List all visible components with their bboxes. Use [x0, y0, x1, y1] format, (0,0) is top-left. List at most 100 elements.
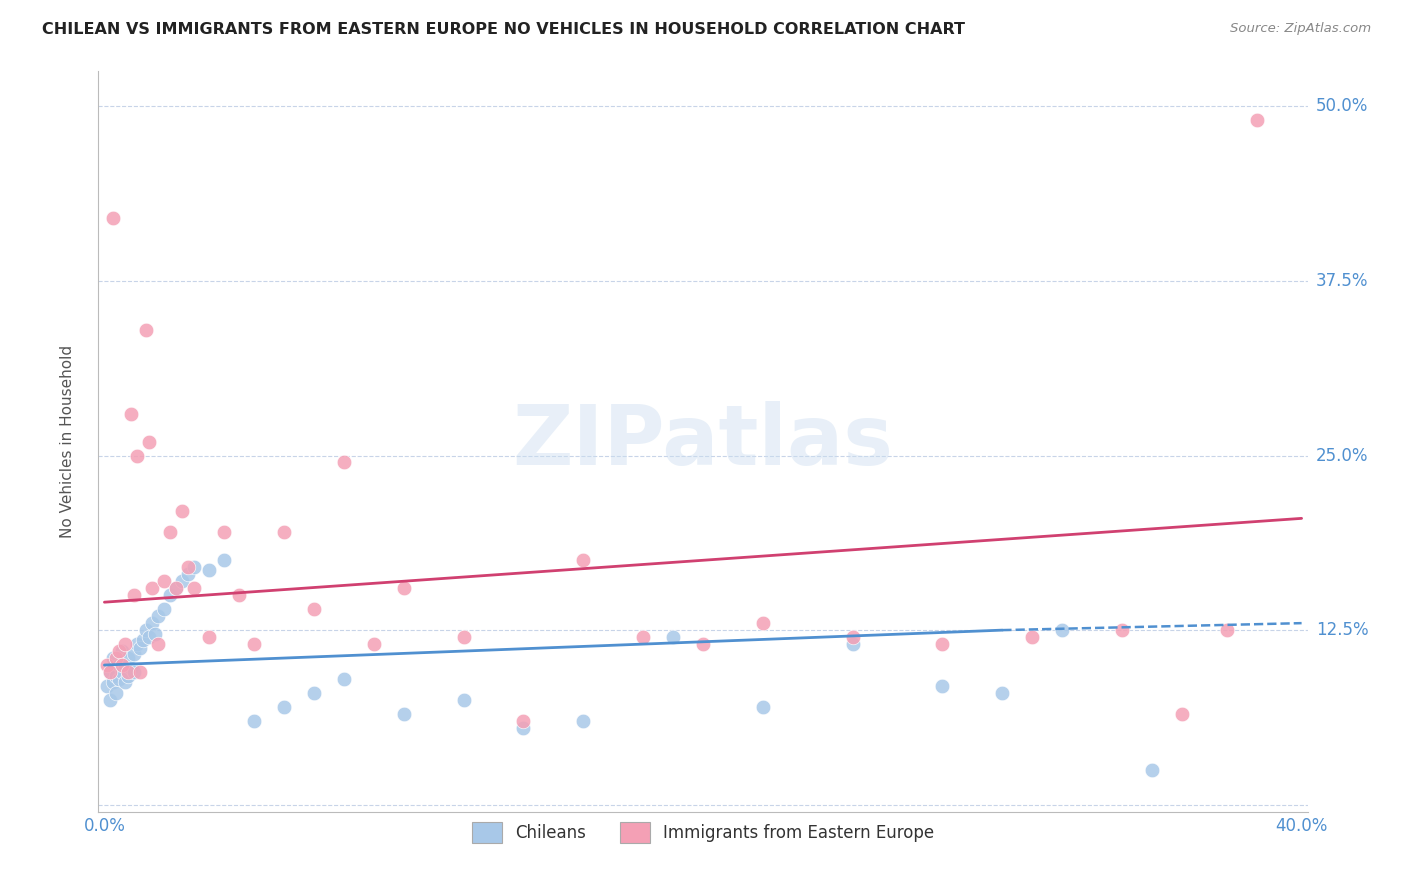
- Point: [453, 693, 475, 707]
- Point: [108, 644, 131, 658]
- Text: 25.0%: 25.0%: [1316, 447, 1368, 465]
- Point: [243, 714, 266, 728]
- Point: [143, 627, 166, 641]
- Point: [212, 553, 235, 567]
- Point: [172, 504, 194, 518]
- Point: [662, 630, 685, 644]
- Point: [991, 686, 1014, 700]
- Point: [273, 700, 295, 714]
- Point: [124, 665, 146, 679]
- Text: 50.0%: 50.0%: [1316, 97, 1368, 115]
- Point: [108, 672, 131, 686]
- Point: [841, 630, 863, 644]
- Point: [363, 637, 385, 651]
- Point: [1216, 623, 1239, 637]
- Point: [841, 637, 863, 651]
- Point: [108, 658, 131, 673]
- Text: ZIPatlas: ZIPatlas: [513, 401, 893, 482]
- Point: [120, 407, 142, 421]
- Point: [114, 637, 136, 651]
- Point: [159, 525, 181, 540]
- Point: [141, 616, 163, 631]
- Point: [273, 525, 295, 540]
- Point: [198, 563, 221, 577]
- Point: [453, 630, 475, 644]
- Point: [392, 706, 415, 721]
- Point: [132, 632, 155, 647]
- Point: [212, 525, 235, 540]
- Point: [105, 651, 128, 665]
- Point: [124, 588, 146, 602]
- Point: [105, 669, 128, 683]
- Point: [114, 674, 136, 689]
- Point: [931, 679, 953, 693]
- Point: [135, 323, 157, 337]
- Point: [752, 700, 775, 714]
- Point: [100, 693, 122, 707]
- Point: [177, 560, 200, 574]
- Point: [153, 602, 176, 616]
- Point: [103, 651, 125, 665]
- Y-axis label: No Vehicles in Household: No Vehicles in Household: [60, 345, 75, 538]
- Point: [124, 647, 146, 661]
- Point: [138, 630, 160, 644]
- Point: [243, 637, 266, 651]
- Point: [931, 637, 953, 651]
- Point: [1140, 763, 1163, 777]
- Point: [1111, 623, 1133, 637]
- Point: [117, 651, 139, 665]
- Point: [1021, 630, 1043, 644]
- Point: [512, 714, 534, 728]
- Point: [96, 658, 118, 673]
- Text: 12.5%: 12.5%: [1316, 621, 1368, 640]
- Point: [1050, 623, 1073, 637]
- Point: [752, 616, 775, 631]
- Point: [138, 434, 160, 449]
- Point: [172, 574, 194, 589]
- Point: [114, 658, 136, 673]
- Point: [135, 623, 157, 637]
- Point: [198, 630, 221, 644]
- Point: [127, 449, 149, 463]
- Point: [692, 637, 714, 651]
- Point: [148, 609, 170, 624]
- Point: [333, 455, 356, 469]
- Point: [103, 211, 125, 225]
- Point: [129, 641, 152, 656]
- Point: [1171, 706, 1194, 721]
- Point: [302, 602, 325, 616]
- Point: [105, 686, 128, 700]
- Point: [183, 560, 205, 574]
- Point: [302, 686, 325, 700]
- Text: CHILEAN VS IMMIGRANTS FROM EASTERN EUROPE NO VEHICLES IN HOUSEHOLD CORRELATION C: CHILEAN VS IMMIGRANTS FROM EASTERN EUROP…: [42, 22, 965, 37]
- Point: [120, 661, 142, 675]
- Point: [165, 581, 187, 595]
- Point: [572, 553, 595, 567]
- Legend: Chileans, Immigrants from Eastern Europe: Chileans, Immigrants from Eastern Europe: [464, 814, 942, 852]
- Point: [127, 637, 149, 651]
- Point: [631, 630, 654, 644]
- Point: [183, 581, 205, 595]
- Point: [100, 665, 122, 679]
- Point: [572, 714, 595, 728]
- Point: [1246, 113, 1268, 128]
- Point: [103, 674, 125, 689]
- Point: [117, 669, 139, 683]
- Point: [111, 658, 134, 673]
- Point: [177, 567, 200, 582]
- Point: [96, 679, 118, 693]
- Point: [129, 665, 152, 679]
- Point: [159, 588, 181, 602]
- Point: [141, 581, 163, 595]
- Point: [512, 721, 534, 735]
- Point: [117, 665, 139, 679]
- Point: [333, 672, 356, 686]
- Text: 37.5%: 37.5%: [1316, 272, 1368, 290]
- Text: Source: ZipAtlas.com: Source: ZipAtlas.com: [1230, 22, 1371, 36]
- Point: [392, 581, 415, 595]
- Point: [153, 574, 176, 589]
- Point: [148, 637, 170, 651]
- Point: [165, 581, 187, 595]
- Point: [111, 644, 134, 658]
- Point: [111, 665, 134, 679]
